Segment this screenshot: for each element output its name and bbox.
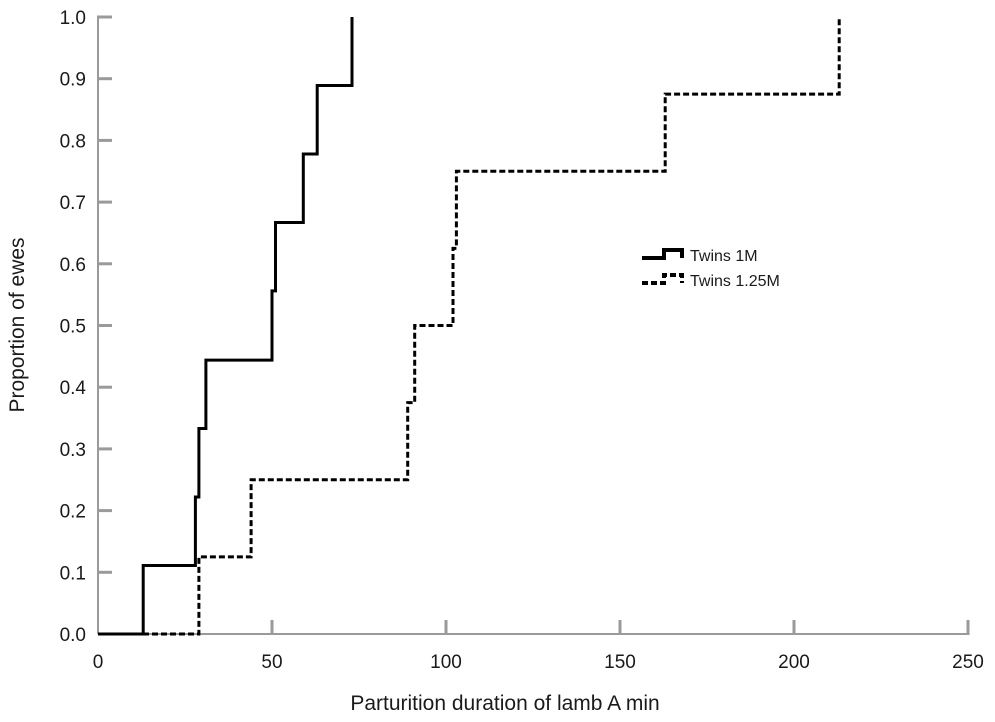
y-tick-label: 0.3 (60, 440, 86, 461)
y-tick-label: 0.6 (60, 255, 86, 276)
legend-twins-1-25m-label: Twins 1.25M (690, 273, 780, 290)
x-axis-title: Parturition duration of lamb A min (350, 692, 659, 715)
series-layer (98, 17, 841, 636)
x-tick-label: 0 (93, 652, 104, 673)
y-tick-label: 0.1 (60, 563, 86, 584)
x-tick-label: 200 (778, 652, 810, 673)
x-tick-label: 250 (952, 652, 984, 673)
x-tick-label: 50 (261, 652, 282, 673)
legend-twins-1m-label: Twins 1M (690, 248, 758, 265)
y-axis-title: Proportion of ewes (6, 237, 29, 412)
y-tick-label: 0.0 (60, 625, 86, 646)
ticks: 0 50 100 150 200 250 0.0 0.1 0.2 0.3 0.4 0.5 0.6 0.7 0… (60, 8, 984, 673)
x-tick-label: 100 (430, 652, 462, 673)
y-tick-label: 0.9 (60, 70, 86, 91)
y-tick-label: 0.7 (60, 193, 86, 214)
y-tick-label: 0.8 (60, 131, 86, 152)
series-twins-1m-line (98, 17, 354, 636)
axes (97, 17, 968, 635)
legend: Twins 1M Twins 1.25M (642, 248, 780, 290)
y-tick-label: 0.2 (60, 502, 86, 523)
legend-twins-1-25m-marker (642, 273, 684, 285)
y-tick-label: 0.4 (60, 378, 87, 399)
y-tick-label: 0.5 (60, 317, 86, 338)
x-tick-label: 150 (604, 652, 636, 673)
y-tick-label: 1.0 (60, 8, 86, 29)
series-twins-1-25m-line (98, 17, 841, 636)
legend-twins-1m-marker (642, 248, 684, 260)
